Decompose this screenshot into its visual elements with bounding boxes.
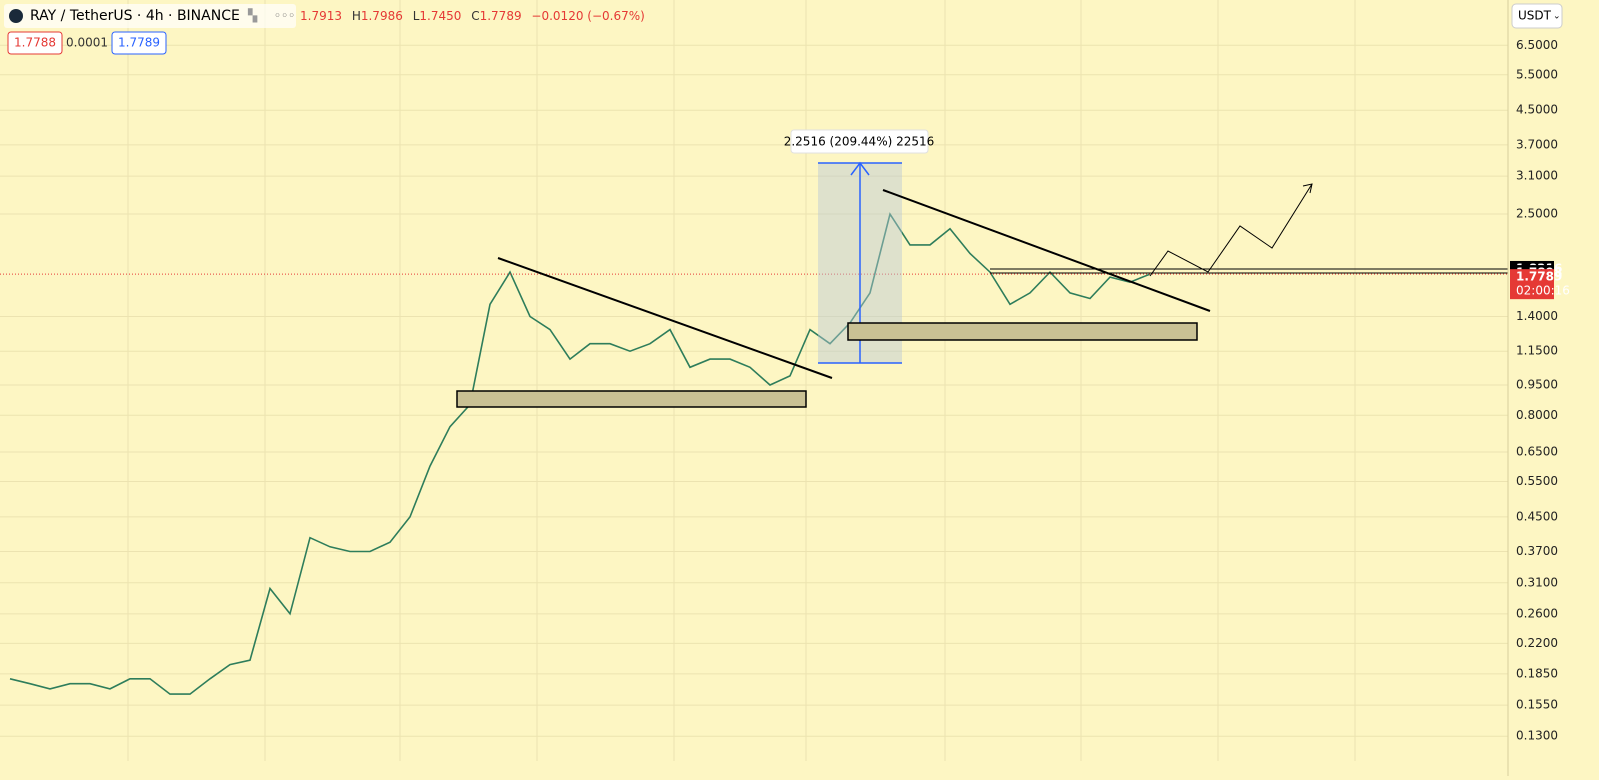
spread: 0.0001	[66, 36, 108, 50]
price-tag	[1510, 269, 1554, 300]
ohlc: 1.7913 H1.7986 L1.7450 C1.7789 −0.0120 (…	[300, 9, 645, 23]
projection-path	[1149, 183, 1313, 277]
y-tick-label: 3.1000	[1516, 169, 1558, 183]
vertical-grid	[127, 0, 1356, 761]
currency-button[interactable]	[1511, 3, 1563, 29]
support-zone	[456, 390, 807, 408]
axis-labels: 0.1300 0.1550 0.1850 0.2200 0.2600 0.3100 0.37…	[1510, 38, 1570, 743]
y-tick-label: 5.5000	[1516, 67, 1558, 81]
ohlc-value: 1.7450	[419, 9, 461, 23]
ohlc-change: −0.0120 (−0.67%)	[531, 9, 644, 23]
sell-price[interactable]: 1.7788	[14, 36, 56, 50]
y-tick-label: 0.3100	[1516, 575, 1558, 589]
ohlc-value: 1.7789	[480, 9, 522, 23]
y-tick-label: 0.2200	[1516, 636, 1558, 650]
y-tick-label: 0.1300	[1516, 729, 1558, 743]
currency[interactable]: USDT	[1518, 9, 1552, 23]
ohlc-value: 1.7986	[361, 9, 403, 23]
svg-text:◦◦◦: ◦◦◦	[274, 9, 295, 23]
svg-text:⌄: ⌄	[1553, 12, 1561, 22]
ohlc-value: 1.7913	[300, 9, 342, 23]
price-axis	[1508, 0, 1599, 776]
y-tick-label: 0.4500	[1516, 509, 1558, 523]
measure-label: 2.2516 (209.44%) 22516	[784, 135, 935, 149]
symbol: RAY / TetherUS · 4h · BINANCE	[30, 8, 240, 24]
trend-line	[497, 257, 833, 379]
price-tag-label: 1.7789	[1516, 270, 1562, 284]
y-tick-label: 0.3700	[1516, 544, 1558, 558]
y-tick-label: 0.1850	[1516, 666, 1558, 680]
ohlc-key: H	[352, 9, 361, 23]
y-tick-label: 2.5000	[1516, 207, 1558, 221]
y-tick-label: 3.7000	[1516, 137, 1558, 151]
y-tick-label: 0.2600	[1516, 606, 1558, 620]
y-tick-label: 1.1500	[1516, 344, 1558, 358]
y-tick-label: 0.5500	[1516, 474, 1558, 488]
y-tick-label: 0.9500	[1516, 377, 1558, 391]
plot	[0, 44, 1508, 737]
y-tick-label: 0.1550	[1516, 698, 1558, 712]
svg-text:▚: ▚	[247, 8, 258, 23]
ohlc-key: L	[413, 9, 420, 23]
y-tick-label: 0.8000	[1516, 408, 1558, 422]
y-tick-label: 0.6500	[1516, 444, 1558, 458]
y-tick-label: 6.5000	[1516, 38, 1558, 52]
buy-button[interactable]	[111, 31, 167, 55]
sell-button[interactable]	[7, 31, 63, 55]
drawings	[456, 129, 1508, 408]
ohlc-key: C	[471, 9, 479, 23]
buy-price[interactable]: 1.7789	[118, 36, 160, 50]
countdown: 02:00:16	[1516, 284, 1570, 298]
support-zone	[847, 322, 1198, 341]
price-line	[9, 212, 1151, 695]
y-tick-label: 1.4000	[1516, 309, 1558, 323]
trend-line	[882, 189, 1211, 312]
y-tick-label: 4.5000	[1516, 103, 1558, 117]
